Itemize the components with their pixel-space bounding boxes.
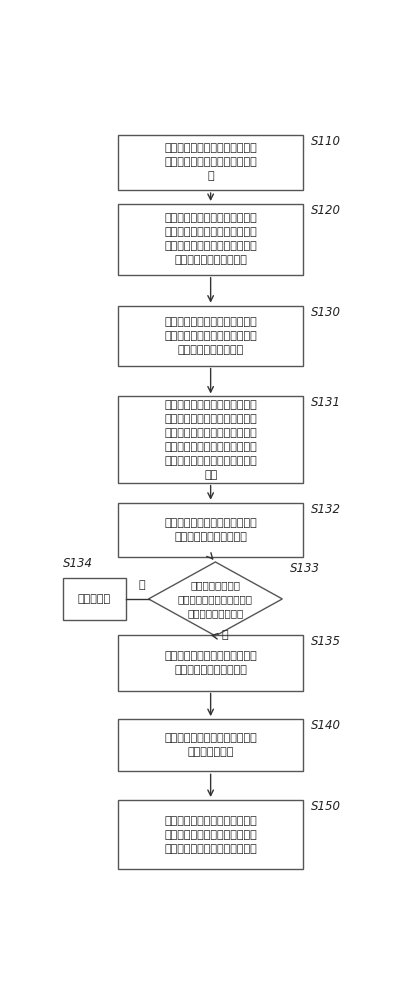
- FancyBboxPatch shape: [118, 396, 303, 483]
- Text: 判断编译后的袜机
编织的动作组合、选针排列
和参数数据是否正确: 判断编译后的袜机 编织的动作组合、选针排列 和参数数据是否正确: [178, 580, 253, 618]
- FancyBboxPatch shape: [118, 306, 303, 366]
- FancyBboxPatch shape: [62, 578, 126, 620]
- Text: S131: S131: [311, 396, 341, 409]
- Text: 显示不正确: 显示不正确: [78, 594, 111, 604]
- Polygon shape: [148, 562, 282, 636]
- FancyBboxPatch shape: [118, 635, 303, 691]
- FancyBboxPatch shape: [118, 204, 303, 275]
- FancyBboxPatch shape: [118, 135, 303, 190]
- Text: 依据袜机编织的动作组合、选针
排列和参数数据编译目标产品的
图样，形成目标产品的花型文件: 依据袜机编织的动作组合、选针 排列和参数数据编译目标产品的 图样，形成目标产品的…: [164, 816, 257, 854]
- Text: S110: S110: [311, 135, 341, 148]
- Text: 将目标产品的花样、图案和形状
数据转换为袜机编织的动作组合
、选针排列和参数数据: 将目标产品的花样、图案和形状 数据转换为袜机编织的动作组合 、选针排列和参数数据: [164, 317, 257, 355]
- Text: 否: 否: [139, 580, 145, 590]
- Text: S140: S140: [311, 719, 341, 732]
- Text: 获取目标产品的图样，目标产品
的图样包括花样、图案和形状数
据: 获取目标产品的图样，目标产品 的图样包括花样、图案和形状数 据: [164, 143, 257, 181]
- Text: 响应用户的模块选择指令，模块
包括鞋带孔模块和袜子部位模块
组，模块选择指令用于选择鞋带
孔模块和袜子部位模块组: 响应用户的模块选择指令，模块 包括鞋带孔模块和袜子部位模块 组，模块选择指令用于…: [164, 213, 257, 265]
- FancyBboxPatch shape: [118, 719, 303, 771]
- FancyBboxPatch shape: [118, 800, 303, 869]
- Text: 存储袜机编织的动作组合、选针
排列和参数数据: 存储袜机编织的动作组合、选针 排列和参数数据: [164, 733, 257, 757]
- FancyBboxPatch shape: [118, 503, 303, 557]
- Text: S135: S135: [311, 635, 341, 648]
- Text: S150: S150: [311, 800, 341, 813]
- Text: S133: S133: [290, 562, 320, 575]
- Text: 响应用户的修改指令，获得修改
后的袜机编织的动作组合、选针
排列或参数数据，修改指令用于
修改袜机编织的动作组合、选针
排列或参数数据中的任意一种或
几种: 响应用户的修改指令，获得修改 后的袜机编织的动作组合、选针 排列或参数数据，修改…: [164, 400, 257, 480]
- Text: 是: 是: [222, 631, 229, 641]
- Text: 保存编译后的袜机编织的动作组
合、选针排列或参数数据: 保存编译后的袜机编织的动作组 合、选针排列或参数数据: [164, 651, 257, 675]
- Text: S134: S134: [62, 557, 92, 570]
- Text: S132: S132: [311, 503, 341, 516]
- Text: S120: S120: [311, 204, 341, 217]
- Text: 编译修改后的袜机编织的动作组
合、选针排列或参数数据: 编译修改后的袜机编织的动作组 合、选针排列或参数数据: [164, 518, 257, 542]
- Text: S130: S130: [311, 306, 341, 319]
